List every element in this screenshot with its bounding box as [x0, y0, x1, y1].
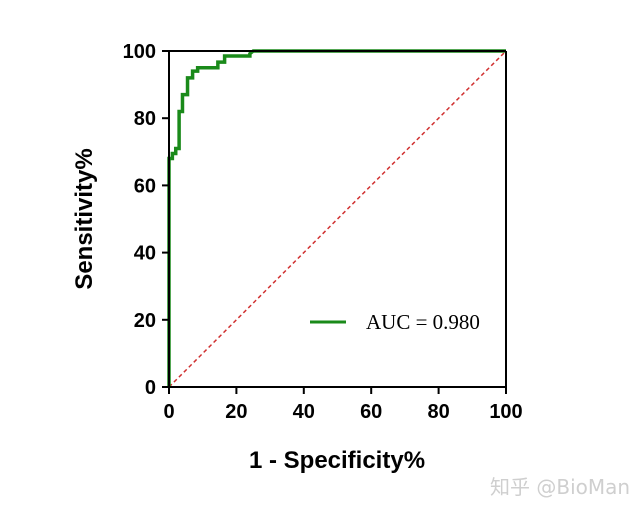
y-tick-label: 60 — [134, 175, 156, 197]
x-tick-label: 0 — [163, 401, 174, 423]
y-tick-label: 100 — [123, 41, 156, 63]
y-tick-label: 80 — [134, 108, 156, 130]
legend-label: AUC = 0.980 — [366, 310, 480, 334]
x-tick-label: 100 — [489, 401, 522, 423]
watermark: 知乎 @BioMan — [490, 475, 630, 499]
x-tick-label: 60 — [360, 401, 382, 423]
plot-area — [167, 49, 507, 388]
x-axis-label: 1 - Specificity% — [249, 447, 425, 474]
y-tick-label: 0 — [145, 377, 156, 399]
y-tick-label: 40 — [134, 243, 156, 265]
x-tick-label: 80 — [427, 401, 449, 423]
x-tick-label: 20 — [225, 401, 247, 423]
x-tick-label: 40 — [293, 401, 315, 423]
y-tick-label: 20 — [134, 310, 156, 332]
axes: 0 20 40 60 80 100 0 20 40 60 80 100 — [123, 41, 523, 423]
reference-line — [168, 50, 507, 388]
y-axis-label: Sensitivity% — [71, 148, 98, 289]
roc-curve — [167, 49, 506, 387]
